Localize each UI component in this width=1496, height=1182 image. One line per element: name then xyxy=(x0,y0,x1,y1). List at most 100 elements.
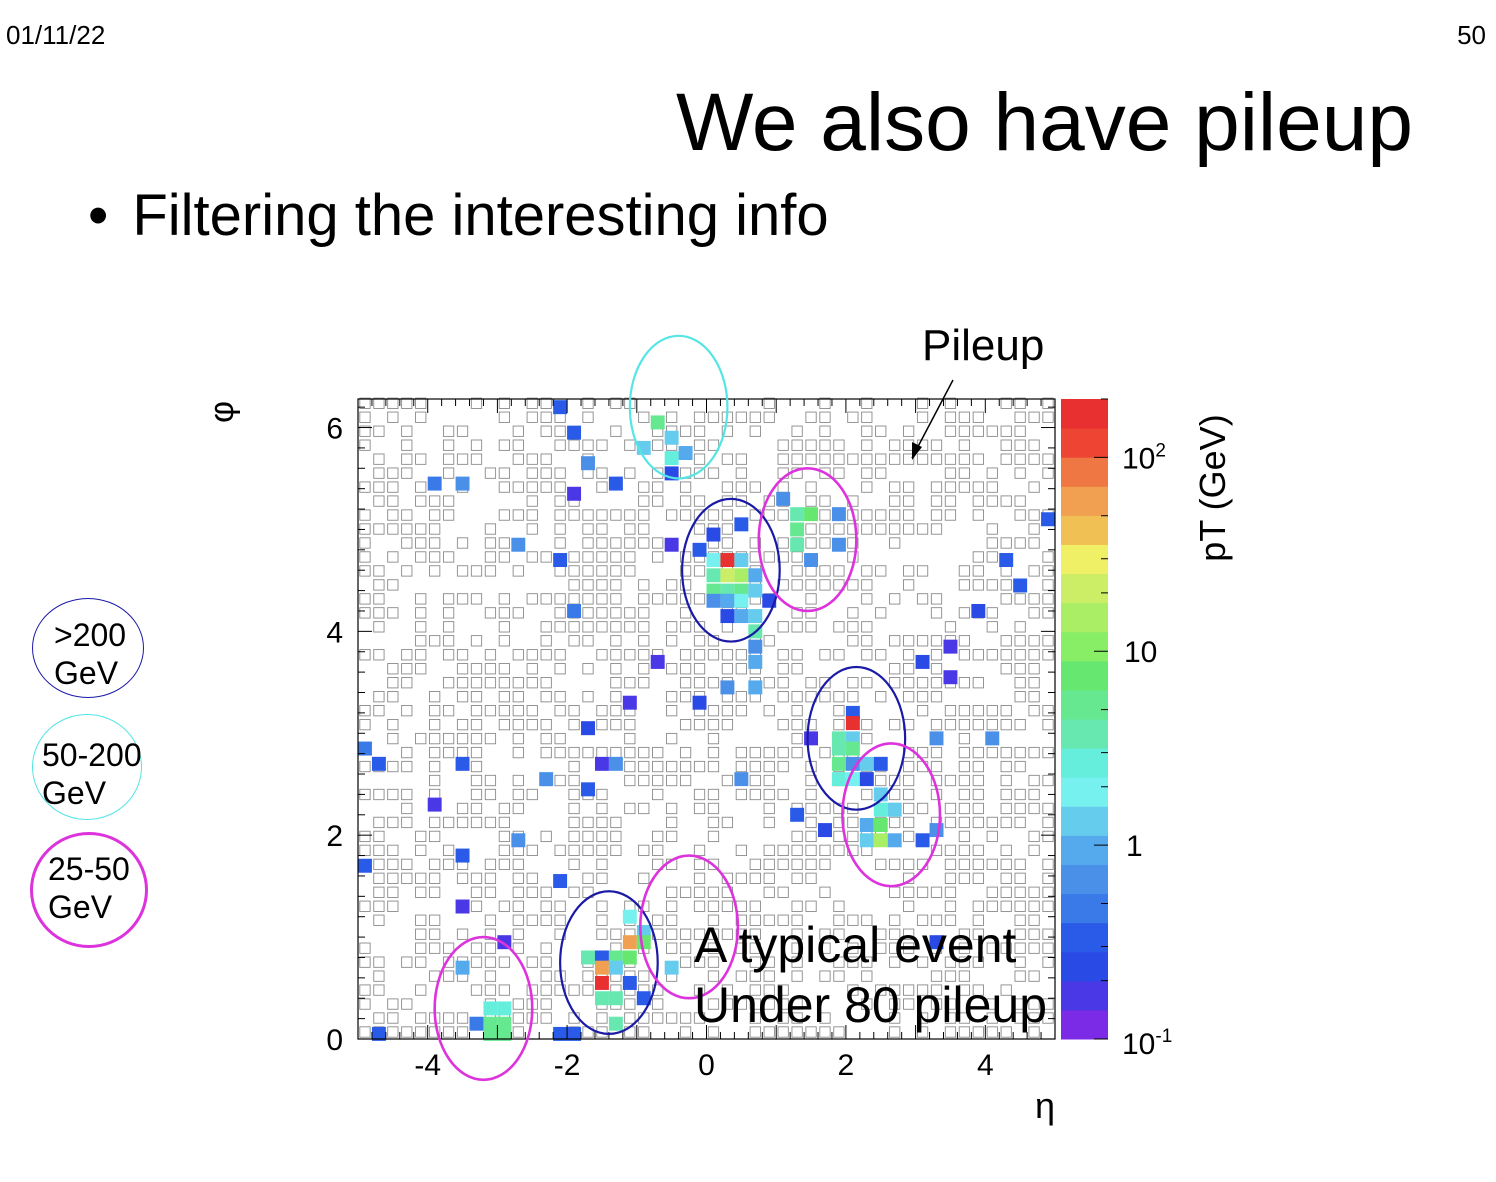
pileup-cell xyxy=(847,523,859,535)
pileup-cell xyxy=(568,579,580,591)
pileup-cell xyxy=(512,691,524,703)
pileup-cell xyxy=(1000,900,1012,912)
pileup-cell xyxy=(889,984,901,996)
pileup-cell xyxy=(1000,565,1012,577)
pileup-cell xyxy=(498,509,510,521)
pileup-cell xyxy=(749,942,761,954)
pileup-cell xyxy=(1000,872,1012,884)
pileup-cell xyxy=(442,970,455,982)
pileup-cell xyxy=(958,760,971,773)
pileup-cell xyxy=(1028,914,1040,926)
pileup-cell xyxy=(791,1012,803,1024)
pileup-cell xyxy=(638,774,650,787)
hot-cell xyxy=(692,542,707,557)
pileup-cell xyxy=(861,397,873,409)
pileup-cell xyxy=(373,453,385,465)
pileup-cell xyxy=(429,551,441,563)
pileup-cell xyxy=(805,621,817,633)
pileup-cell xyxy=(373,1012,385,1024)
pileup-cell xyxy=(554,984,566,996)
pileup-cell xyxy=(638,970,650,982)
pileup-cell xyxy=(610,746,622,759)
pileup-cell xyxy=(972,495,984,507)
pileup-cell xyxy=(624,467,636,479)
pileup-cell xyxy=(972,649,984,661)
pileup-cell xyxy=(540,956,552,968)
legend-label-50-200: 50-200 GeV xyxy=(42,736,142,812)
pileup-cell xyxy=(373,425,385,437)
pileup-cell xyxy=(903,984,915,996)
pileup-cell xyxy=(470,900,483,912)
pileup-cell xyxy=(498,677,510,689)
jet-circle xyxy=(841,742,942,888)
pileup-cell xyxy=(401,439,413,451)
legend-line: GeV xyxy=(42,775,107,811)
pileup-cell xyxy=(1014,621,1026,633)
pileup-cell xyxy=(972,802,984,815)
pileup-cell xyxy=(861,439,873,451)
pileup-cell xyxy=(415,886,427,898)
pileup-cell xyxy=(442,705,455,717)
pileup-cell xyxy=(373,579,385,591)
pileup-cell xyxy=(610,705,622,717)
pileup-cell xyxy=(903,760,915,773)
pileup-cell xyxy=(1042,872,1054,884)
pileup-cell xyxy=(624,621,636,633)
pileup-cell xyxy=(819,439,831,451)
pileup-cell xyxy=(721,998,734,1010)
pileup-cell xyxy=(749,1012,761,1024)
pileup-cell xyxy=(470,886,483,898)
pileup-cell xyxy=(442,1026,455,1038)
pileup-cell xyxy=(387,858,399,870)
pileup-cell xyxy=(1014,453,1026,465)
pileup-cell xyxy=(387,411,399,423)
pileup-cell xyxy=(903,830,915,843)
pileup-cell xyxy=(1042,928,1054,940)
pileup-cell xyxy=(1014,886,1026,898)
pileup-cell xyxy=(498,984,510,996)
pileup-cell xyxy=(693,411,706,423)
pileup-cell xyxy=(958,1026,971,1038)
pileup-cell xyxy=(666,635,678,647)
pileup-cell xyxy=(721,984,734,996)
pileup-cell xyxy=(512,942,524,954)
pileup-cell xyxy=(387,523,399,535)
pileup-cell xyxy=(442,509,455,521)
pileup-cell xyxy=(944,998,957,1010)
hot-cell xyxy=(594,991,609,1006)
pileup-cell xyxy=(415,537,427,549)
pileup-cell xyxy=(666,732,678,745)
colorbar-band xyxy=(1061,399,1108,429)
colorbar-band xyxy=(1061,835,1108,865)
pileup-cell xyxy=(805,523,817,535)
pileup-cell xyxy=(359,397,371,409)
hot-cell xyxy=(358,858,372,873)
hot-cell xyxy=(622,975,637,990)
pileup-cell xyxy=(986,523,998,535)
jet-circle xyxy=(681,497,781,643)
pileup-cell xyxy=(833,565,845,577)
pileup-cell xyxy=(456,746,469,759)
pileup-cell xyxy=(986,579,998,591)
pileup-cell xyxy=(958,718,971,731)
pileup-cell xyxy=(707,900,720,912)
pileup-cell xyxy=(666,1012,678,1024)
pileup-cell xyxy=(805,411,817,423)
pileup-cell xyxy=(484,467,497,479)
pileup-cell xyxy=(415,495,427,507)
pileup-cell xyxy=(889,928,901,940)
pileup-cell xyxy=(749,998,761,1010)
hot-cell xyxy=(455,476,470,491)
pileup-cell xyxy=(875,523,887,535)
pileup-cell xyxy=(763,802,775,815)
pileup-cell xyxy=(777,760,789,773)
pileup-cell xyxy=(415,663,427,675)
pileup-cell xyxy=(610,663,622,675)
pileup-cell xyxy=(470,718,483,731)
pileup-arrowhead xyxy=(912,442,922,460)
pileup-cell xyxy=(1000,886,1012,898)
pileup-cell xyxy=(972,900,984,912)
pileup-cell xyxy=(1028,453,1040,465)
pileup-cell xyxy=(958,830,971,843)
jet-circle xyxy=(559,890,659,1036)
